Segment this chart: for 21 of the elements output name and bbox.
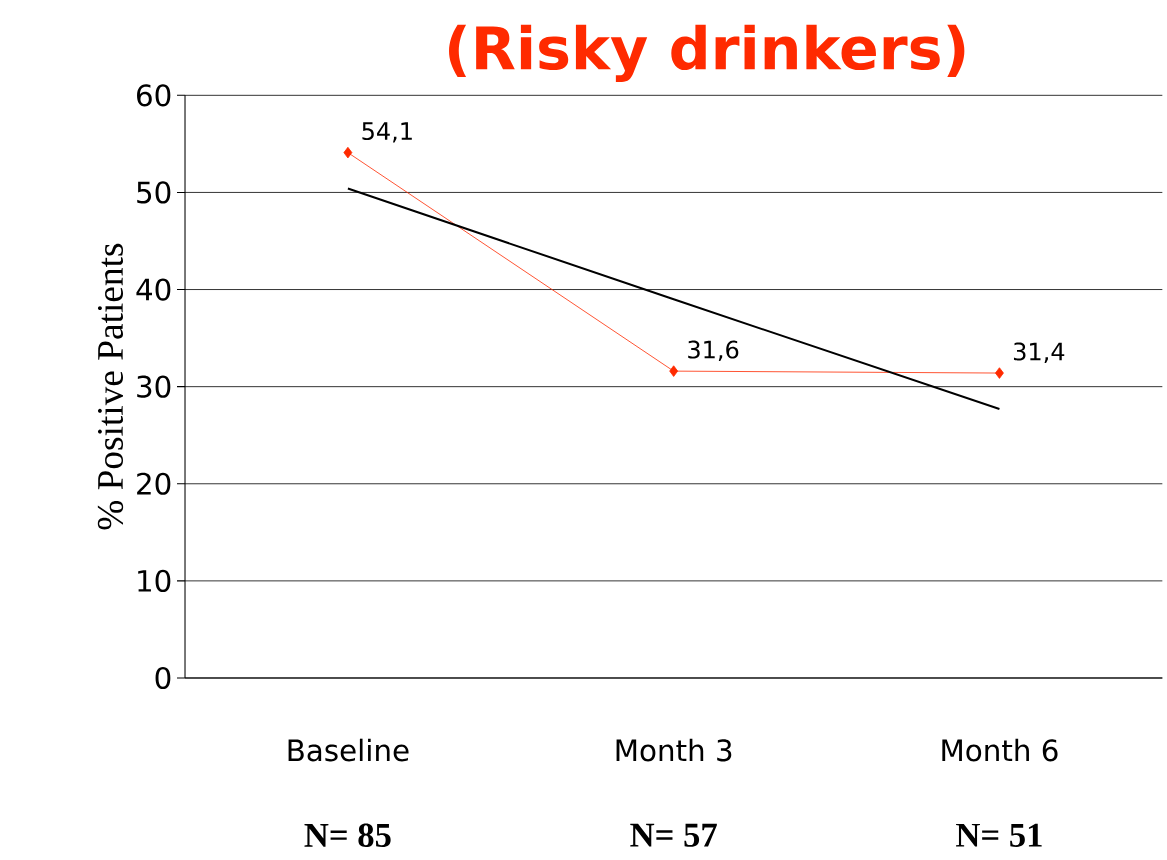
data-label: 31,4 <box>1013 342 1065 364</box>
y-tick-label: 20 <box>137 472 171 495</box>
y-tick-label: 50 <box>137 181 171 204</box>
point <box>995 367 1004 379</box>
text: N= 51 <box>956 823 1042 847</box>
x-tick-label: Baseline <box>288 738 409 762</box>
y-axis-title: % Positive Patients <box>97 243 124 530</box>
x-tick-label: Month 3 <box>616 738 732 762</box>
y-tick-label: 60 <box>137 84 171 107</box>
x-tick-label: Month 6 <box>942 738 1058 762</box>
y-tick-label: 0 <box>155 666 171 690</box>
y-tick-label: 10 <box>138 569 171 592</box>
chart-title: (Risky drinkers) <box>449 24 965 82</box>
y-tick-label: 30 <box>137 375 171 398</box>
y-tick-label: 40 <box>136 278 171 301</box>
data-label: 31,6 <box>688 340 739 362</box>
data-label: 54,1 <box>362 122 412 143</box>
text: N= 85 <box>304 823 391 848</box>
point <box>343 146 353 159</box>
text: N= 57 <box>630 823 717 847</box>
point <box>669 365 679 377</box>
